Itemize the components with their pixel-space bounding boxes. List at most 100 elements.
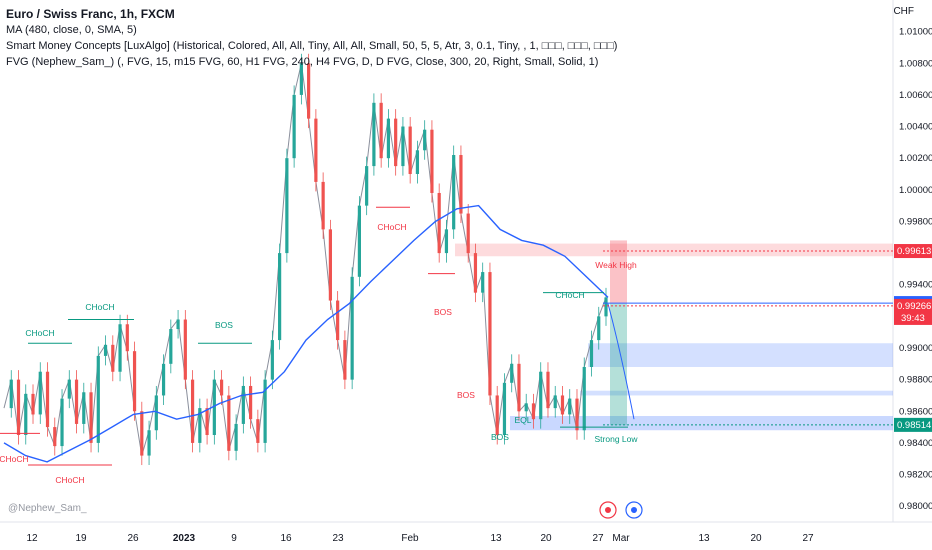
candle-body xyxy=(183,319,187,380)
candle-body xyxy=(53,427,57,447)
candle-body xyxy=(604,297,608,317)
candle-body xyxy=(531,403,536,420)
candle-body xyxy=(495,395,499,435)
structure-label: EQL xyxy=(514,415,531,425)
author-watermark: @Nephew_Sam_ xyxy=(8,503,87,514)
candle-body xyxy=(415,150,420,174)
candle-body xyxy=(314,118,318,182)
candle-body xyxy=(278,253,282,341)
structure-label: CHoCH xyxy=(55,475,84,485)
x-tick-label: 12 xyxy=(26,533,38,544)
structure-label: CHoCH xyxy=(25,328,54,338)
y-tick-label: 0.99000 xyxy=(899,343,932,354)
y-tick-label: 0.98000 xyxy=(899,501,932,512)
candle-body xyxy=(343,340,347,380)
candle-body xyxy=(103,344,108,356)
price-badge-label: 0.98514 xyxy=(897,420,931,431)
x-tick-label: 2023 xyxy=(173,533,196,544)
flag-icon xyxy=(625,501,643,519)
candle-body xyxy=(546,371,550,409)
candle-body xyxy=(524,403,528,412)
x-tick-label: 13 xyxy=(490,533,502,544)
x-tick-label: Feb xyxy=(401,533,419,544)
price-badge xyxy=(894,244,932,259)
candle-body xyxy=(270,340,274,380)
x-tick-label: 23 xyxy=(332,533,344,544)
y-tick-label: 1.00600 xyxy=(899,90,932,101)
candle-body xyxy=(147,430,151,456)
candle-body xyxy=(190,379,195,443)
candle-body xyxy=(125,324,129,352)
candle-body xyxy=(307,63,311,119)
candle-body xyxy=(176,319,180,330)
candle-body xyxy=(510,363,514,383)
candle-body xyxy=(560,395,565,415)
chart-legend: Euro / Swiss Franc, 1h, FXCM MA (480, cl… xyxy=(6,6,617,70)
candle-body xyxy=(350,276,354,380)
candle-body xyxy=(459,155,463,214)
candle-body xyxy=(161,363,166,396)
candle-body xyxy=(74,379,79,424)
candle-body xyxy=(24,393,28,435)
indicator-ma[interactable]: MA (480, close, 0, SMA, 5) xyxy=(6,24,137,36)
fvg-zone xyxy=(588,343,893,367)
structure-label: BOS xyxy=(434,307,452,317)
candle-body xyxy=(38,371,42,415)
candle-body xyxy=(45,371,50,428)
candle-body xyxy=(401,126,405,167)
candle-body xyxy=(597,316,601,341)
y-tick-label: 1.00200 xyxy=(899,153,932,164)
x-tick-label: 26 xyxy=(127,533,139,544)
candle-body xyxy=(82,392,86,424)
candle-body xyxy=(212,379,216,435)
price-badge-label: 0.99613 xyxy=(897,246,931,257)
projection-arrow xyxy=(607,303,635,420)
structure-label: CHoCH xyxy=(377,222,406,232)
candle-body xyxy=(430,129,434,193)
x-tick-label: 27 xyxy=(592,533,604,544)
fvg-zone xyxy=(455,243,893,257)
candle-body xyxy=(379,102,383,159)
x-tick-label: Mar xyxy=(612,533,630,544)
candle-body xyxy=(568,398,572,415)
indicator-fvg[interactable]: FVG (Nephew_Sam_) (, FVG, 15, m15 FVG, 6… xyxy=(6,56,599,68)
structure-label: CHoCH xyxy=(0,454,29,464)
x-tick-label: 9 xyxy=(231,533,237,544)
candle-body xyxy=(357,205,361,277)
candle-body xyxy=(444,229,449,254)
candle-body xyxy=(517,363,521,412)
candle-body xyxy=(234,423,238,451)
candle-body xyxy=(60,398,64,447)
structure-label: Strong Low xyxy=(595,434,639,444)
candle-body xyxy=(582,366,586,431)
candle-body xyxy=(437,192,441,254)
y-tick-label: 0.98200 xyxy=(899,470,932,481)
candle-body xyxy=(219,379,224,396)
candle-body xyxy=(285,158,289,254)
indicator-smc[interactable]: Smart Money Concepts [LuxAlgo] (Historic… xyxy=(6,40,618,52)
candle-body xyxy=(481,272,485,293)
candle-body xyxy=(408,126,412,174)
candle-body xyxy=(67,379,71,399)
x-tick-label: 19 xyxy=(75,533,87,544)
y-tick-label: 1.01000 xyxy=(899,27,932,38)
structure-label: CHoCH xyxy=(85,302,114,312)
candle-body xyxy=(502,382,507,435)
moving-average-line xyxy=(3,204,609,463)
candle-body xyxy=(336,300,340,341)
candle-body xyxy=(539,371,543,420)
flag-icon-dot xyxy=(631,507,637,513)
structure-label: BOS xyxy=(215,320,233,330)
price-badge-countdown: 39:43 xyxy=(901,313,925,324)
candle-body xyxy=(89,392,93,443)
stop-loss-zone xyxy=(610,240,627,304)
candle-body xyxy=(205,408,209,435)
currency-label: CHF xyxy=(893,6,914,17)
candle-body xyxy=(589,340,594,367)
candle-body xyxy=(140,411,144,456)
structure-label: BOS xyxy=(491,432,509,442)
candle-body xyxy=(198,408,202,443)
y-tick-label: 0.98600 xyxy=(899,406,932,417)
structure-label: BOS xyxy=(457,390,475,400)
